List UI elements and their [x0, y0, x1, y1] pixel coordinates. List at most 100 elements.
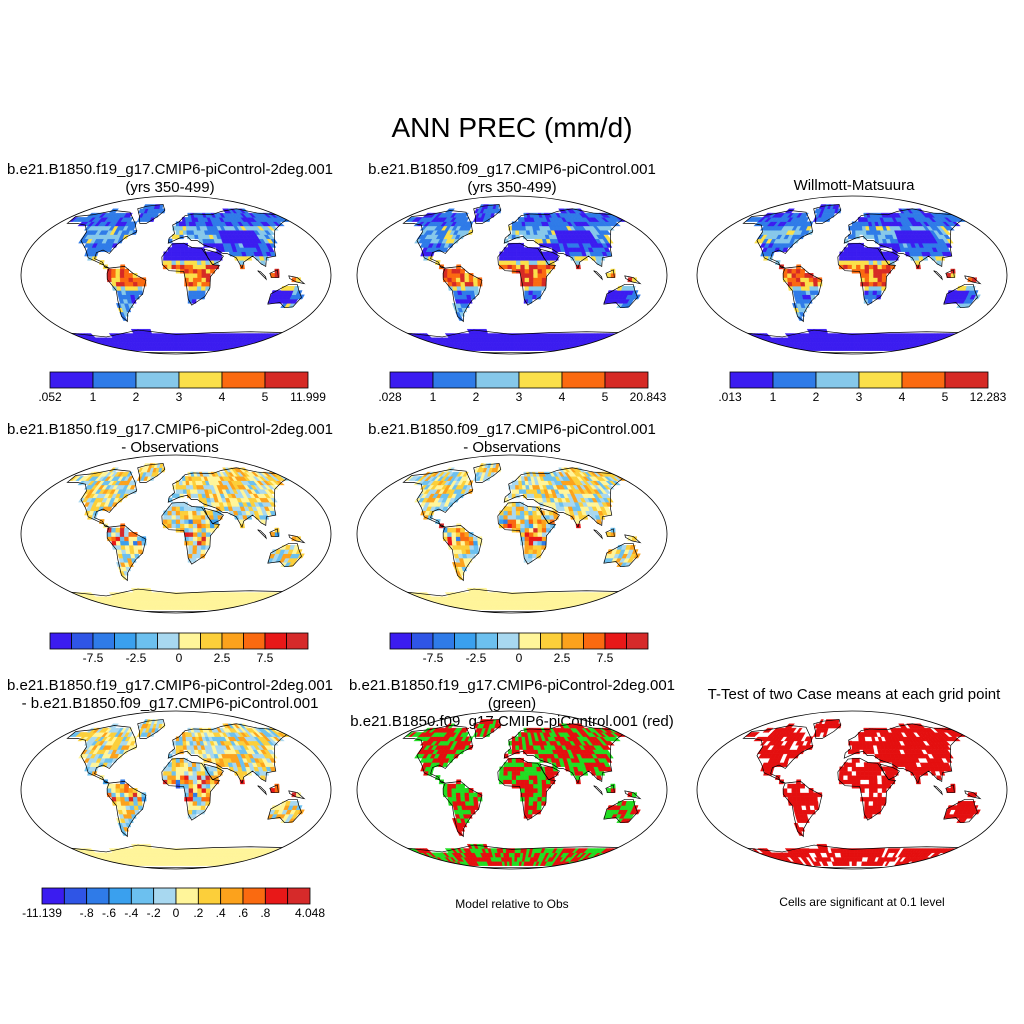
grid-cell: [511, 514, 517, 520]
grid-cell: [532, 514, 538, 520]
grid-cell: [541, 281, 547, 287]
grid-cell: [269, 852, 281, 858]
grid-cell: [97, 605, 106, 610]
grid-cell: [175, 523, 181, 529]
grid-cell: [133, 549, 139, 554]
grid-cell: [120, 285, 126, 291]
grid-cell: [124, 544, 130, 550]
grid-cell: [808, 277, 814, 283]
grid-cell: [529, 532, 534, 537]
panel-title-case-difference: b.e21.B1850.f19_g17.CMIP6-piControl-2deg…: [6, 677, 334, 712]
grid-cell: [184, 273, 190, 278]
grid-cell: [128, 273, 134, 278]
grid-cell: [241, 605, 250, 610]
grid-cell: [868, 290, 874, 295]
grid-cell: [863, 294, 869, 300]
grid-cell: [124, 536, 130, 542]
grid-cell: [889, 255, 895, 261]
grid-cell: [791, 281, 797, 287]
grid-cell: [468, 532, 474, 537]
grid-cell: [864, 260, 870, 265]
coastline-namerica: [402, 469, 473, 528]
grid-cell: [205, 532, 211, 537]
grid-cell: [128, 532, 134, 537]
grid-cell: [509, 600, 513, 606]
grid-cell: [196, 510, 202, 516]
grid-cell: [167, 255, 173, 261]
grid-cell: [860, 268, 866, 274]
grid-cell: [791, 273, 797, 278]
grid-cell: [187, 247, 193, 252]
grid-cell: [442, 532, 448, 537]
grid-cell: [532, 544, 538, 550]
grid-cell: [511, 600, 515, 606]
grid-cell: [414, 341, 425, 347]
grid-cell: [529, 273, 534, 278]
grid-cell: [511, 489, 516, 494]
grid-cell: [94, 605, 104, 610]
panel-title-case2-minus-obs: b.e21.B1850.f09_g17.CMIP6-piControl.001 …: [368, 421, 656, 456]
grid-cell: [533, 277, 539, 283]
grid-cell: [877, 273, 883, 278]
grid-cell: [463, 217, 470, 222]
grid-cell: [119, 788, 125, 793]
grid-cell: [855, 247, 861, 252]
grid-cell: [528, 281, 534, 287]
grid-cell: [579, 605, 589, 610]
grid-cell: [197, 264, 202, 270]
grid-cell: [541, 540, 547, 546]
grid-cell: [248, 605, 258, 610]
grid-cell: [511, 346, 515, 351]
grid-cell: [843, 264, 848, 270]
grid-cell: [873, 264, 878, 270]
grid-cell: [269, 337, 281, 343]
grid-cell: [115, 796, 121, 802]
coastline-africa: [497, 501, 557, 565]
grid-cell: [868, 260, 874, 265]
grid-cell: [524, 536, 530, 542]
grid-cell: [171, 506, 177, 511]
grid-cell: [120, 796, 126, 802]
grid-cell: [464, 281, 470, 287]
coastline-eurasia: [167, 208, 289, 270]
grid-cell: [507, 519, 513, 524]
grid-cell: [175, 506, 181, 511]
grid-cell: [173, 600, 177, 606]
grid-cell: [545, 514, 551, 520]
grid-cell: [848, 337, 853, 343]
coastline-indonesia1: [593, 270, 603, 281]
grid-cell: [541, 264, 547, 270]
grid-cell: [520, 514, 525, 520]
grid-cell: [971, 277, 978, 283]
grid-cell: [506, 596, 510, 602]
grid-cell: [201, 268, 207, 274]
grid-cell: [427, 346, 438, 351]
grid-cell: [184, 255, 189, 261]
grid-cell: [201, 544, 206, 550]
grid-cell: [188, 549, 194, 554]
grid-cell: [839, 260, 844, 265]
grid-cell: [137, 544, 143, 550]
grid-cell: [84, 605, 95, 610]
grid-cell: [520, 523, 526, 529]
coastline-newguinea: [964, 275, 982, 285]
coastline-eurasia: [503, 208, 625, 270]
grid-cell: [167, 260, 172, 265]
grid-cell: [192, 805, 198, 810]
grid-cell: [201, 800, 206, 806]
map-case2-precip: [356, 195, 668, 355]
grid-cell: [847, 251, 853, 257]
grid-cell: [533, 523, 538, 529]
grid-cell: [541, 277, 547, 283]
grid-cell: [205, 277, 211, 283]
grid-cell: [456, 285, 462, 291]
grid-cell: [182, 225, 187, 231]
coastline-indonesia1: [933, 270, 943, 281]
grid-cell: [843, 251, 849, 257]
grid-cell: [179, 484, 184, 490]
coastline-namerica: [402, 210, 473, 269]
grid-cell: [796, 281, 802, 287]
grid-cell: [128, 544, 135, 550]
grid-cell: [537, 523, 543, 529]
grid-cell: [813, 277, 818, 283]
